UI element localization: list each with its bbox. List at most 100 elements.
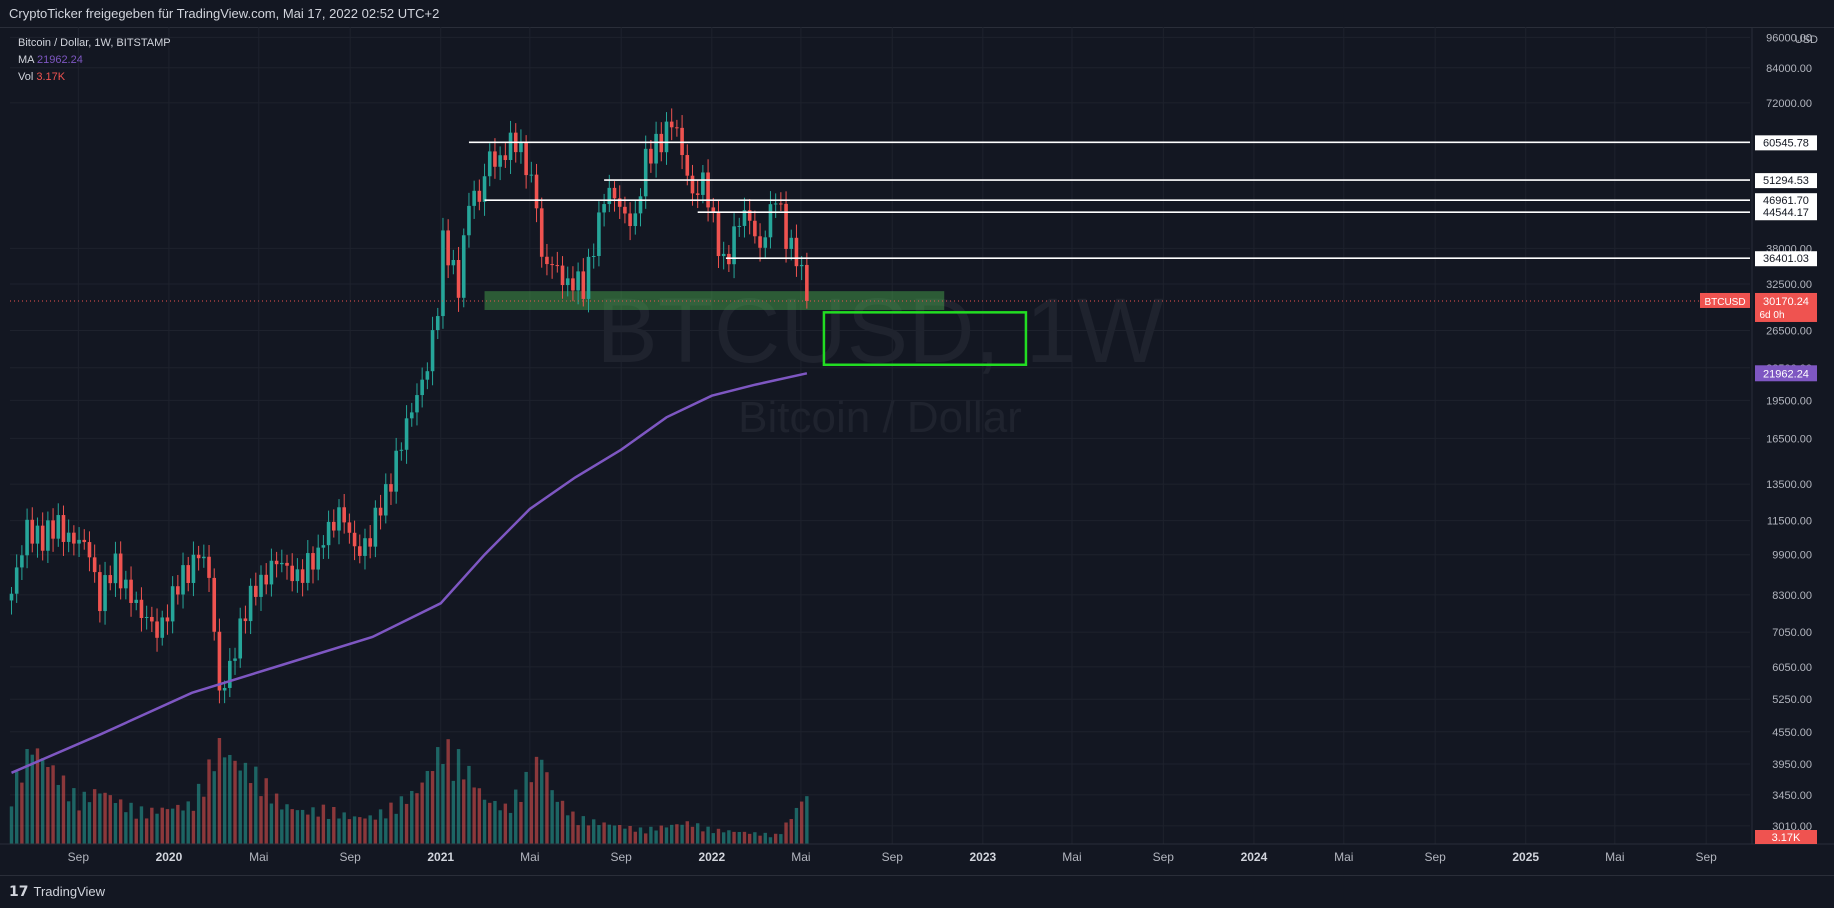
volume-bar [264,778,268,844]
volume-bar [243,762,248,844]
candle-body [389,484,393,492]
volume-bar [274,793,279,844]
volume-bar [51,765,55,844]
volume-bar [233,760,237,844]
volume-bar [160,807,164,844]
volume-bar [384,818,388,844]
volume-bar [389,802,393,844]
volume-bar [46,767,50,844]
candle-body [305,553,310,583]
volume-bar [368,815,372,844]
candle-body [98,572,102,612]
volume-bar [623,828,627,844]
volume-bar [290,809,294,844]
candle-body [576,271,580,291]
time-tick-label: Sep [1696,850,1718,864]
candle-body [394,450,398,492]
volume-bar [519,801,523,844]
time-tick-label: Sep [68,850,90,864]
level-label-box [1755,135,1817,151]
volume-bar [103,792,107,844]
volume-bar [35,748,40,844]
candle-body [633,213,638,227]
candle-body [789,237,794,249]
candle-body [228,660,232,688]
watermark-name: Bitcoin / Dollar [738,393,1022,442]
volume-bar [181,810,185,844]
price-tick-label: 11500.00 [1767,516,1812,528]
candle-body [326,521,331,546]
candle-body [638,196,643,214]
time-tick-label: 2023 [970,850,997,864]
candle-body [82,539,87,543]
volume-bar [462,779,466,844]
volume-bar [347,819,352,844]
volume-bar [399,796,404,844]
volume-bar [373,819,378,844]
volume-bar [659,825,663,844]
candle-body [264,574,269,585]
candle-body [378,507,383,516]
volume-bar [560,800,565,844]
price-tick-label: 96000.00 [1766,32,1812,44]
level-label-box [1755,205,1817,221]
price-tick-label: 72000.00 [1766,98,1812,110]
candle-body [92,557,97,573]
volume-bar [191,810,196,844]
volume-bar [742,831,747,844]
volume-bar [607,824,612,844]
volume-bar [259,796,263,844]
volume-bar [456,749,461,844]
volume-bar [529,782,534,844]
level-label-box [1755,251,1817,267]
volume-bar [643,833,648,844]
time-tick-label: Sep [611,850,633,864]
volume-bar [300,809,305,844]
volume-bar [524,771,528,844]
volume-bar [269,803,274,844]
candle-body [716,212,721,257]
candle-body [191,554,196,583]
candle-body [711,207,716,213]
volume-bar [763,832,767,844]
volume-bar [14,771,19,844]
candle-body [316,547,320,570]
candle-body [274,560,279,565]
level-label: 46961.70 [1763,195,1809,207]
volume-bar [25,749,29,844]
candle-body [430,330,435,372]
candle-body [695,193,700,195]
candle-body [524,142,528,176]
candle-body [14,567,19,594]
ma-value-tag [1755,365,1817,382]
volume-bar [394,813,398,844]
volume-bar [155,813,159,844]
candle-body [737,225,742,227]
volume-bar [550,790,554,844]
volume-bar [212,771,216,844]
volume-bar [415,793,419,844]
volume-bar [20,782,24,844]
candle-body [742,210,747,226]
price-tick-label: 84000.00 [1766,63,1812,75]
candle-body [550,264,554,266]
volume-bar [254,766,258,844]
volume-bar [784,822,788,844]
candle-body [347,522,352,533]
price-tick-label: 19500.00 [1766,395,1812,407]
volume-bar [753,832,757,844]
price-tick-label: 3450.00 [1772,790,1812,802]
volume-bar [77,810,81,844]
tradingview-branding[interactable]: 𝟭𝟳 TradingView [9,876,105,908]
time-tick-label: Sep [1424,850,1446,864]
candle-body [155,621,159,638]
candle-body [690,175,695,194]
candle-body [40,525,45,551]
candle-body [357,546,362,556]
time-tick-label: Sep [882,850,904,864]
volume-bar [773,833,778,844]
volume-bar [295,810,300,844]
candle-body [597,212,601,257]
candle-body [61,515,66,542]
